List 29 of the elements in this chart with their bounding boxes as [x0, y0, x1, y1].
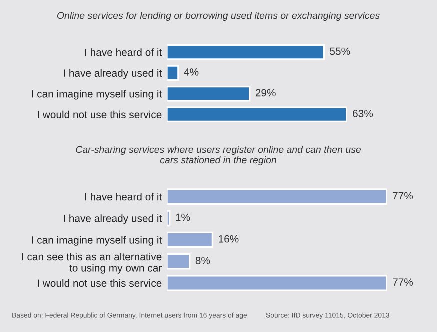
bar: [167, 275, 387, 292]
bar: [167, 65, 180, 82]
data-label: 16%: [219, 235, 239, 243]
bar: [167, 232, 214, 248]
category-label: I can imagine myself using it: [32, 236, 162, 246]
bar: [167, 253, 191, 270]
data-label: 55%: [330, 48, 350, 56]
data-label: 77%: [393, 192, 414, 200]
category-label: I have heard of it: [86, 48, 162, 56]
bar: [167, 44, 325, 60]
category-label: I have heard of it: [86, 193, 162, 201]
bar: [167, 210, 171, 227]
data-label: 29%: [256, 89, 276, 97]
data-label: 8%: [196, 257, 210, 264]
category-label: I can imagine myself using it: [32, 90, 162, 100]
data-label: 77%: [393, 278, 414, 286]
data-label: 63%: [353, 110, 374, 118]
category-label: I can see this as an alternative to using my own car: [22, 252, 162, 274]
category-label: I would not use this service: [38, 279, 162, 288]
chart-title: Car-sharing services where users register online and can then use cars stationed in the region: [76, 146, 361, 166]
bar: [167, 188, 387, 205]
bar: [167, 86, 251, 102]
bar: [167, 106, 347, 123]
data-label: 4%: [184, 68, 199, 76]
data-label: 1%: [176, 214, 190, 222]
category-label: I have already used it: [64, 69, 162, 80]
category-label: I have already used it: [64, 214, 162, 224]
category-label: I would not use this service: [38, 110, 162, 118]
chart-title: Online services for lending or borrowing used items or exchanging services: [57, 12, 380, 22]
